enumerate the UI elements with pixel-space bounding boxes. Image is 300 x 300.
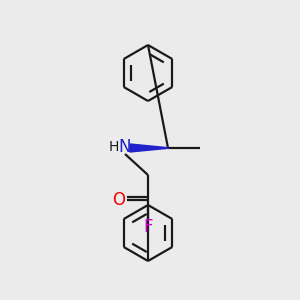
Text: H: H xyxy=(109,140,119,154)
Polygon shape xyxy=(130,144,168,152)
Text: N: N xyxy=(119,138,131,156)
Text: F: F xyxy=(143,218,153,236)
Text: O: O xyxy=(112,191,125,209)
